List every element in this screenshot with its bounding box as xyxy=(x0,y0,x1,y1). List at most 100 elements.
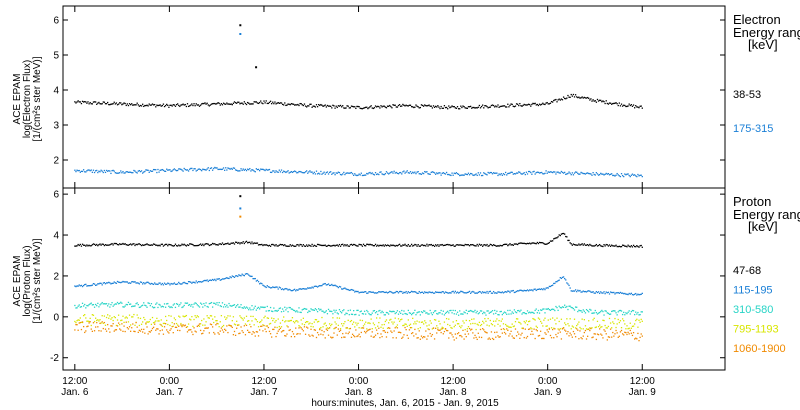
data-point xyxy=(400,332,402,334)
data-point xyxy=(477,106,479,108)
data-point xyxy=(181,169,183,171)
data-point xyxy=(275,286,277,288)
data-point xyxy=(353,106,355,108)
data-point xyxy=(385,245,388,247)
data-point xyxy=(343,323,345,325)
data-point xyxy=(85,101,87,103)
data-point xyxy=(571,307,573,309)
data-point xyxy=(111,302,113,304)
data-point xyxy=(217,244,219,246)
data-point xyxy=(435,244,437,246)
data-point xyxy=(449,244,451,246)
data-point xyxy=(164,104,167,107)
data-point xyxy=(517,290,519,292)
data-point xyxy=(146,169,148,171)
data-point xyxy=(117,303,120,305)
data-point xyxy=(336,312,338,314)
data-point xyxy=(246,101,249,104)
data-point xyxy=(620,173,623,175)
data-point xyxy=(433,292,436,294)
data-point xyxy=(146,281,148,283)
data-point xyxy=(236,327,238,329)
data-point xyxy=(573,172,576,174)
data-point xyxy=(584,244,587,246)
data-point xyxy=(382,173,384,176)
data-point xyxy=(615,174,617,176)
data-point xyxy=(462,174,464,176)
data-point xyxy=(368,312,370,315)
data-point xyxy=(88,303,90,306)
data-point xyxy=(213,243,215,245)
data-point xyxy=(420,291,423,294)
data-point xyxy=(232,242,235,244)
data-point xyxy=(374,243,377,246)
data-point xyxy=(97,326,99,328)
data-point xyxy=(415,333,417,335)
data-point xyxy=(328,310,331,312)
data-point xyxy=(86,285,88,287)
data-point xyxy=(277,318,279,320)
data-point xyxy=(603,329,605,331)
data-point xyxy=(131,103,133,105)
data-point xyxy=(488,106,490,109)
data-point xyxy=(243,242,245,245)
data-point xyxy=(435,291,437,293)
data-point xyxy=(293,322,296,324)
data-point xyxy=(641,175,643,178)
data-point xyxy=(120,281,122,284)
data-point xyxy=(500,173,502,175)
data-point xyxy=(85,317,87,319)
data-point xyxy=(470,329,472,331)
data-point xyxy=(297,311,299,313)
data-point xyxy=(243,317,245,319)
data-point xyxy=(638,319,640,321)
data-point xyxy=(263,169,265,171)
data-point xyxy=(395,171,397,174)
data-point xyxy=(358,327,360,329)
data-point xyxy=(356,335,358,338)
data-point xyxy=(582,309,584,311)
legend-entry: 1060-1900 xyxy=(733,343,786,355)
data-point xyxy=(455,107,458,109)
data-point xyxy=(566,236,568,238)
data-point xyxy=(303,324,306,326)
data-point xyxy=(151,103,154,105)
data-point xyxy=(78,304,80,306)
data-point xyxy=(278,307,280,310)
data-point xyxy=(567,331,569,333)
data-point xyxy=(555,323,557,325)
data-point xyxy=(199,168,202,171)
data-point xyxy=(535,171,537,174)
data-point xyxy=(287,326,289,328)
data-point xyxy=(309,310,311,313)
data-point xyxy=(388,327,390,329)
data-point xyxy=(362,313,365,315)
data-point xyxy=(173,168,176,170)
data-point xyxy=(548,327,551,329)
data-point xyxy=(391,171,393,173)
data-point xyxy=(420,244,423,246)
data-point xyxy=(81,100,84,103)
data-point xyxy=(433,338,436,340)
data-point xyxy=(275,309,277,312)
data-point xyxy=(162,103,165,105)
data-point xyxy=(133,305,135,307)
data-point xyxy=(237,324,239,326)
data-point xyxy=(166,283,168,285)
data-point xyxy=(293,309,296,312)
data-point xyxy=(278,169,280,171)
data-point xyxy=(287,170,289,172)
x-tick-label-date: Jan. 7 xyxy=(250,387,278,398)
data-point xyxy=(295,170,297,173)
data-point xyxy=(569,242,571,244)
data-point xyxy=(279,327,282,329)
data-point xyxy=(496,318,498,320)
data-point xyxy=(264,285,266,288)
data-point xyxy=(373,292,376,294)
data-point xyxy=(402,324,404,327)
data-point xyxy=(543,337,545,340)
data-point xyxy=(87,305,89,307)
data-point xyxy=(631,309,634,312)
data-point xyxy=(624,292,626,295)
data-point xyxy=(548,328,551,330)
